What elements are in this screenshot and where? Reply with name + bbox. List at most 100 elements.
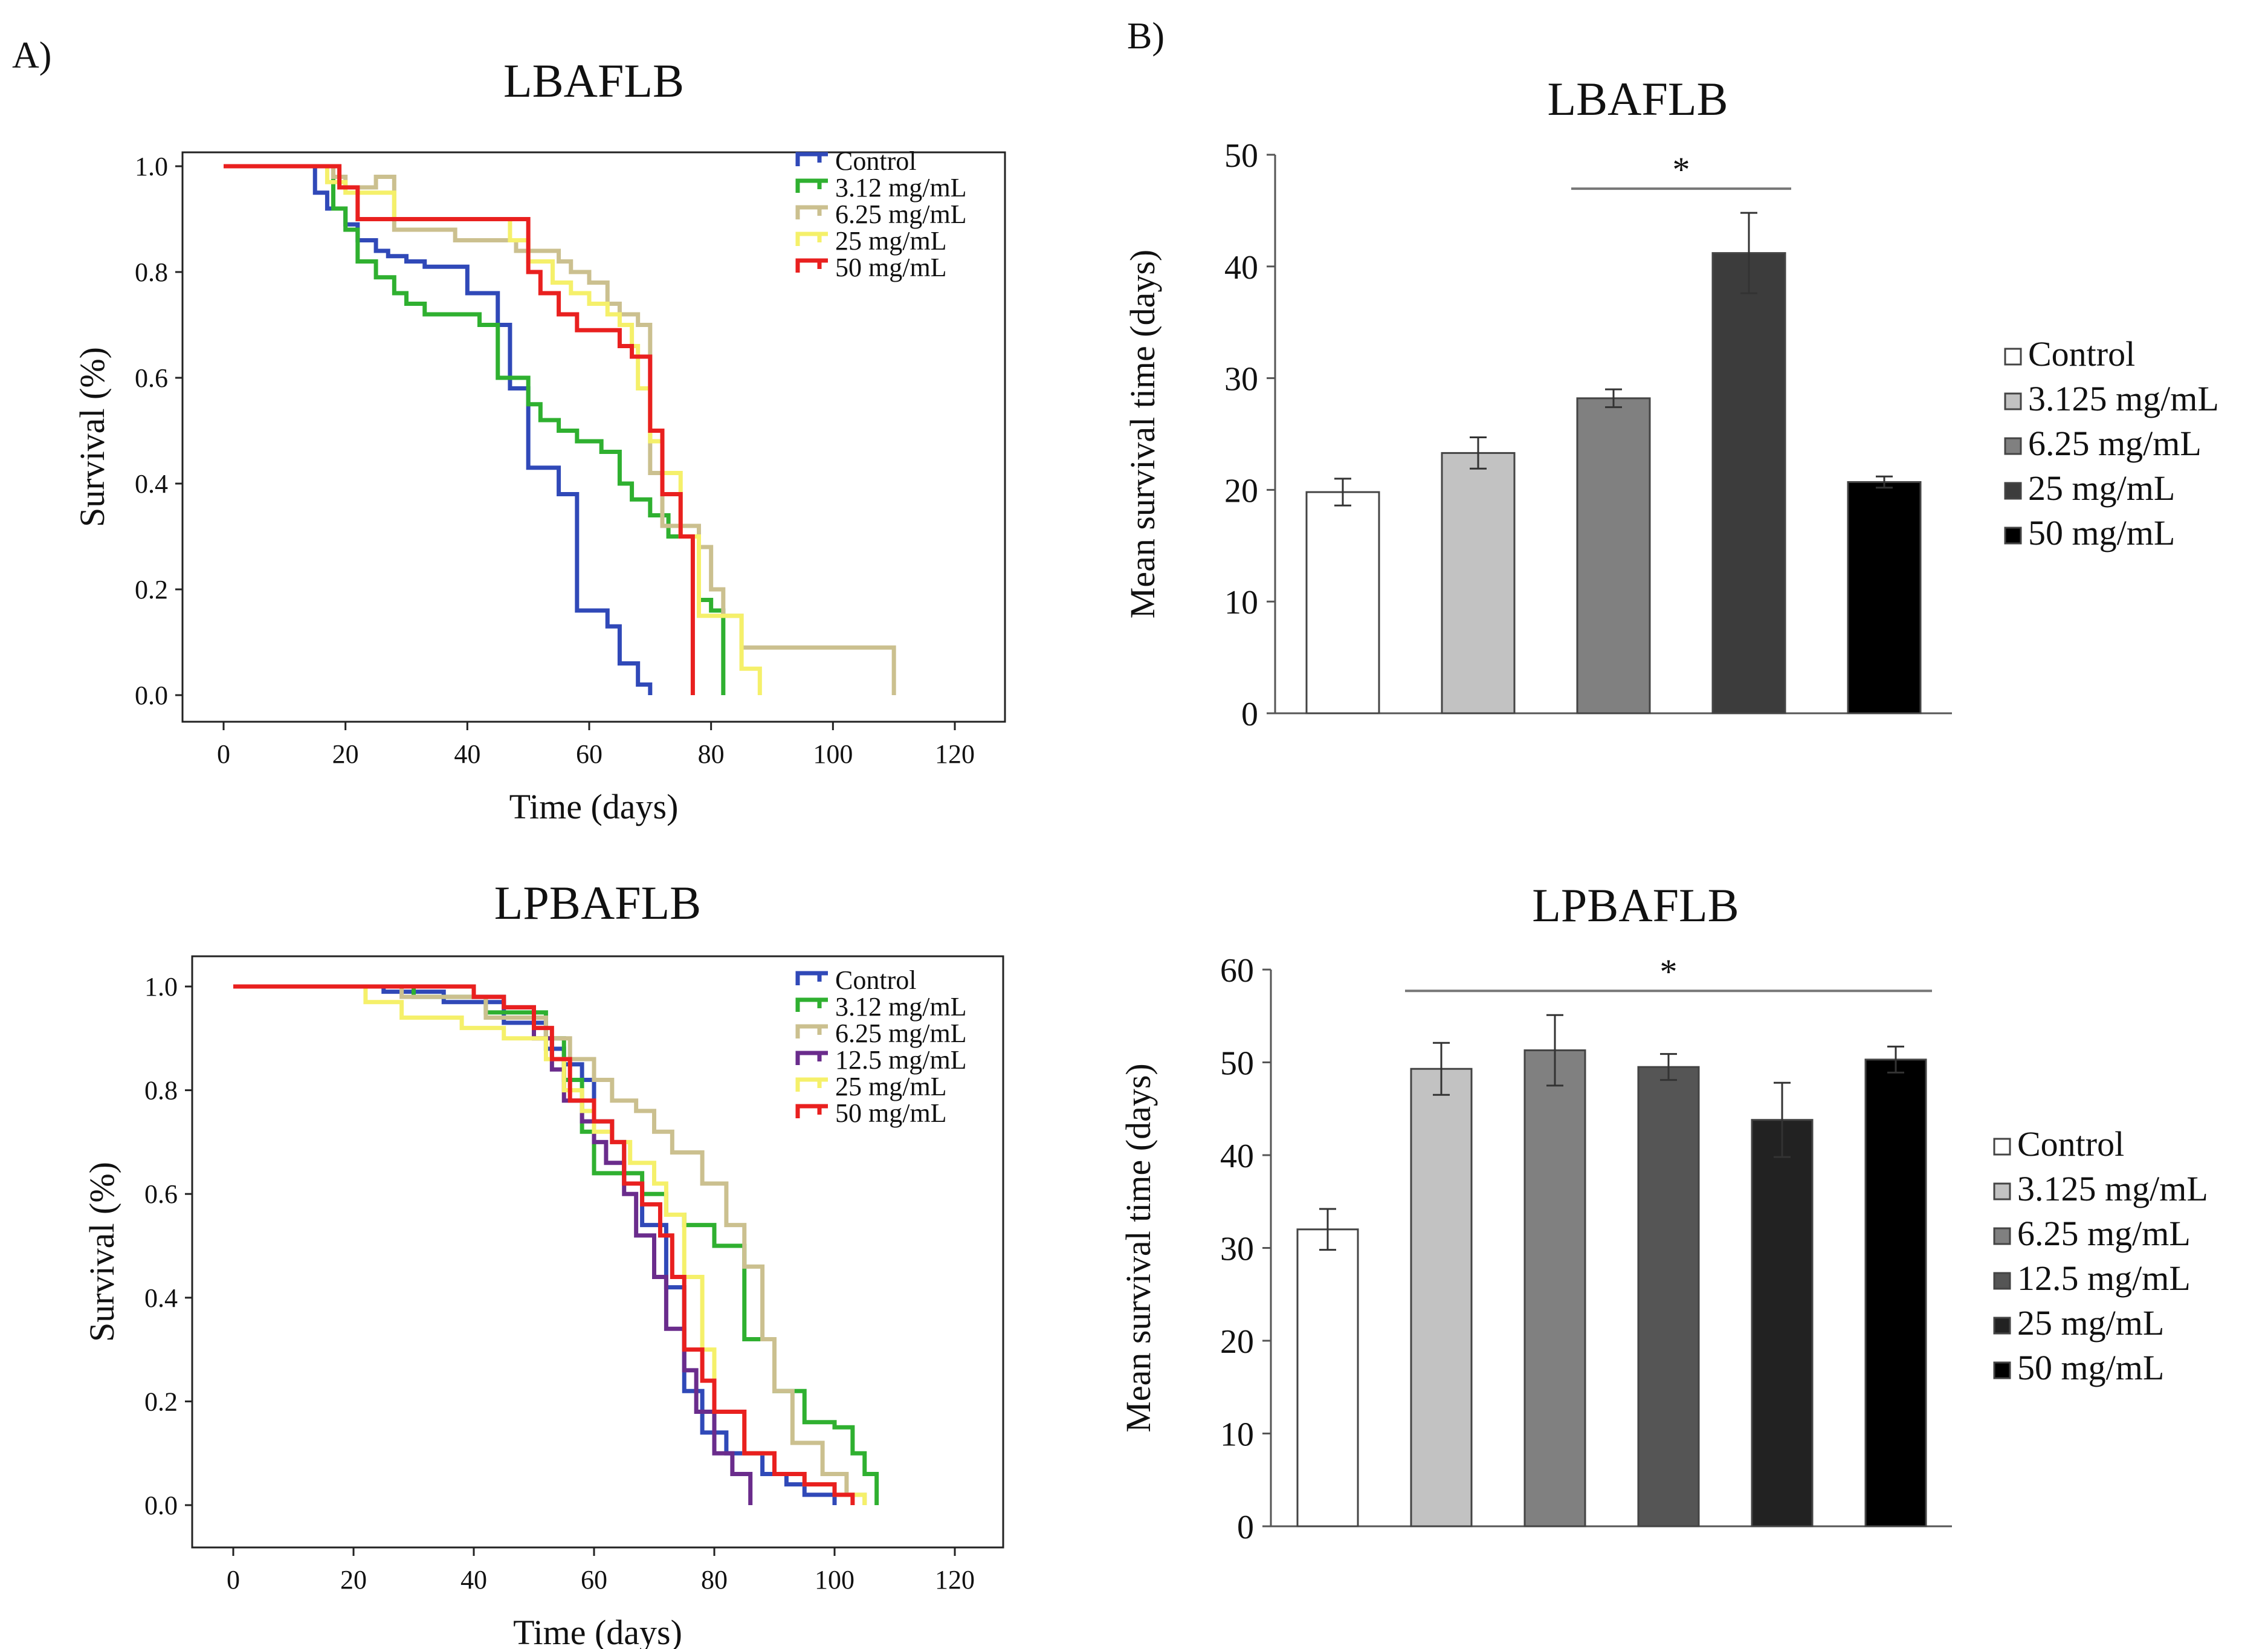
- legend-entry-1: 3.12 mg/mL: [835, 173, 967, 202]
- chart-title: LPBAFLB: [494, 876, 701, 929]
- bar-chart-lpbaflb: LPBAFLB 0 10 20 30 40 50 60 Mean survival time (…: [1119, 879, 2208, 1546]
- legend-entry-4: 25 mg/mL: [2017, 1303, 2164, 1343]
- legend-swatch-2: [795, 1024, 828, 1038]
- legend-entry-3: 25 mg/mL: [2028, 468, 2175, 508]
- legend-swatch-3: [1993, 1272, 2011, 1290]
- legend-entry-0: Control: [835, 146, 916, 176]
- bar-3: [1637, 1066, 1700, 1528]
- legend-swatch-4: [795, 258, 828, 273]
- legend-entry-5: 50 mg/mL: [835, 1098, 947, 1128]
- y-tick-label: 0.6: [144, 1179, 178, 1209]
- y-tick-label: 0: [1241, 696, 1258, 733]
- panel-label-b: B): [1127, 16, 1165, 57]
- legend-swatch-2: [1993, 1227, 2011, 1245]
- y-tick-label: 0.4: [135, 469, 168, 499]
- x-tick-label: 40: [460, 1565, 487, 1595]
- bar-chart-lbaflb: LBAFLB 0 10 20 30 40 50 Mean survival time (day…: [1123, 73, 2219, 733]
- y-tick-label: 0.6: [135, 363, 168, 393]
- legend-entry-1: 3.125 mg/mL: [2017, 1169, 2208, 1208]
- legend-entry-3: 12.5 mg/mL: [2017, 1259, 2191, 1298]
- legend-swatch-2: [795, 205, 828, 219]
- legend-entry-3: 25 mg/mL: [835, 226, 947, 256]
- series-line-2: [224, 164, 896, 695]
- y-tick-label: 20: [1224, 472, 1258, 510]
- legend-swatch-2: [2004, 437, 2022, 455]
- y-axis-label: Survival (%): [73, 347, 112, 527]
- x-tick-label: 120: [935, 1565, 975, 1595]
- legend-entry-4: 25 mg/mL: [835, 1072, 947, 1101]
- x-tick-label: 60: [581, 1565, 607, 1595]
- bar-5: [1864, 1058, 1927, 1528]
- y-tick-label: 10: [1220, 1416, 1254, 1454]
- y-tick-label: 0: [1237, 1509, 1254, 1546]
- survival-chart-lpbaflb: LPBAFLB 0.0 0.2 0.4 0.6 0.8 1.0 0 20 40 60 80 100 120…: [82, 876, 1004, 1649]
- legend-swatch-3: [2004, 482, 2022, 500]
- y-tick-label: 50: [1220, 1045, 1254, 1083]
- legend-swatch-1: [1993, 1182, 2011, 1200]
- y-tick-label: 0.4: [144, 1283, 178, 1313]
- y-tick-label: 60: [1220, 952, 1254, 990]
- chart-title: LBAFLB: [1547, 73, 1728, 125]
- y-tick-label: 0.2: [144, 1387, 178, 1416]
- y-tick-label: 30: [1220, 1231, 1254, 1268]
- legend-entry-0: Control: [2028, 334, 2135, 374]
- survival-chart-lbaflb: LBAFLB 0.0 0.2 0.4 0.6 0.8 1.0 0 20 40 60 80 100 120 T…: [73, 54, 1006, 826]
- x-tick-label: 0: [227, 1565, 240, 1595]
- significance-star: *: [1673, 150, 1690, 189]
- y-tick-label: 0.0: [135, 681, 168, 710]
- y-tick-label: 0.8: [144, 1076, 178, 1106]
- bar-1: [1441, 452, 1516, 714]
- y-tick-label: 0.8: [135, 258, 168, 287]
- panel-label-a: A): [12, 35, 51, 76]
- bar-4: [1847, 481, 1922, 714]
- legend-entry-0: Control: [2017, 1124, 2124, 1164]
- plot-frame: [181, 151, 1006, 723]
- series-line-5: [233, 984, 855, 1505]
- legend-swatch-4: [1993, 1317, 2011, 1335]
- bar-2: [1523, 1049, 1586, 1528]
- legend-swatch-4: [795, 1077, 828, 1092]
- y-tick-label: 50: [1224, 137, 1258, 175]
- legend-swatch-5: [1993, 1361, 2011, 1379]
- series-line-2: [233, 984, 867, 1505]
- legend-swatch-0: [795, 152, 828, 166]
- legend-entry-2: 6.25 mg/mL: [835, 1019, 967, 1048]
- x-axis-label: Time (days): [513, 1613, 682, 1649]
- legend-entry-4: 50 mg/mL: [2028, 513, 2175, 552]
- x-tick-label: 40: [454, 739, 480, 769]
- legend-swatch-0: [795, 971, 828, 985]
- x-tick-label: 0: [217, 739, 230, 769]
- y-tick-label: 1.0: [135, 152, 168, 181]
- y-tick-label: 30: [1224, 361, 1258, 398]
- series-line-1: [233, 984, 879, 1505]
- legend-swatch-5: [795, 1104, 828, 1118]
- legend-entry-4: 50 mg/mL: [835, 253, 947, 282]
- series-line-3: [224, 164, 762, 695]
- series-line-4: [233, 984, 867, 1505]
- y-tick-label: 0.2: [135, 575, 168, 604]
- x-tick-label: 100: [813, 739, 853, 769]
- x-tick-label: 120: [935, 739, 975, 769]
- series-line-4: [224, 164, 695, 695]
- y-tick-label: 40: [1220, 1138, 1254, 1175]
- x-tick-label: 80: [701, 1565, 728, 1595]
- y-tick-label: 40: [1224, 249, 1258, 287]
- y-tick-label: 20: [1220, 1323, 1254, 1361]
- y-tick-label: 10: [1224, 584, 1258, 621]
- x-tick-label: 60: [576, 739, 603, 769]
- legend-swatch-3: [795, 232, 828, 246]
- significance-star: *: [1660, 952, 1678, 991]
- legend-swatch-1: [795, 997, 828, 1012]
- x-tick-label: 80: [698, 739, 725, 769]
- legend-entry-3: 12.5 mg/mL: [835, 1045, 967, 1075]
- legend-entry-2: 6.25 mg/mL: [835, 199, 967, 229]
- legend-swatch-4: [2004, 526, 2022, 545]
- plot-frame: [191, 955, 1004, 1549]
- legend-swatch-0: [2004, 348, 2022, 366]
- legend-swatch-0: [1993, 1138, 2011, 1156]
- chart-title: LBAFLB: [503, 54, 684, 107]
- x-tick-label: 20: [332, 739, 359, 769]
- legend-entry-2: 6.25 mg/mL: [2028, 424, 2202, 463]
- bar-2: [1576, 397, 1651, 714]
